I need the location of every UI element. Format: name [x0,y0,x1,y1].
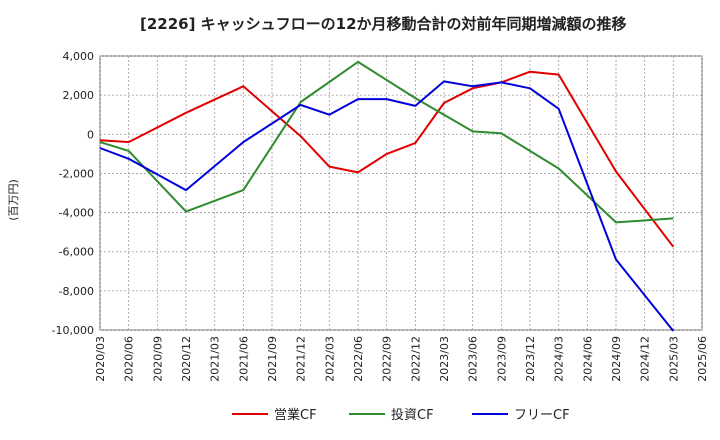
x-tick-label: 2020/06 [123,336,136,382]
x-axis-ticks: 2020/03 2020/06 2020/09 2020/12 2021/03 2021/… [94,336,709,382]
series-line-3 [99,80,675,332]
x-tick-label: 2020/09 [151,336,164,382]
plot-area [99,55,703,331]
legend-label-1: 営業CF [274,407,317,423]
y-tick-label: 0 [87,128,94,141]
series-lines [99,60,675,332]
x-tick-label: 2025/06 [696,336,709,382]
series-line-2 [99,60,674,224]
x-tick-label: 2022/06 [352,336,365,382]
x-tick-label: 2021/09 [266,336,279,382]
y-tick-label: 4,000 [63,50,95,63]
x-tick-label: 2023/12 [524,336,537,382]
x-tick-label: 2022/12 [409,336,422,382]
y-tick-label: 2,000 [63,89,95,102]
x-tick-label: 2021/03 [209,336,222,382]
x-tick-label: 2020/03 [94,336,107,382]
x-tick-label: 2024/09 [610,336,623,382]
chart-title: [2226] キャッシュフローの12か月移動合計の対前年同期増減額の推移 [140,15,627,33]
x-tick-label: 2021/12 [295,336,308,382]
y-tick-label: -10,000 [52,324,94,337]
x-tick-label: 2022/09 [381,336,394,382]
x-tick-label: 2022/03 [323,336,336,382]
x-tick-label: 2023/06 [467,336,480,382]
x-tick-label: 2020/12 [180,336,193,382]
x-tick-label: 2024/03 [553,336,566,382]
x-tick-label: 2024/06 [581,336,594,382]
x-tick-label: 2024/12 [639,336,652,382]
y-tick-label: -6,000 [59,246,94,259]
x-tick-label: 2023/03 [438,336,451,382]
y-tick-label: -4,000 [59,207,94,220]
grid [99,55,703,331]
y-tick-label: -2,000 [59,167,94,180]
legend-label-2: 投資CF [391,407,434,423]
y-axis-ticks: 4,000 2,000 0 -2,000 -4,000 -6,000 -8,000 -10,0… [52,50,94,337]
x-tick-label: 2025/03 [667,336,680,382]
y-axis-label: (百万円) [7,179,20,221]
x-tick-label: 2023/09 [495,336,508,382]
y-tick-label: -8,000 [59,285,94,298]
legend-label-3: フリーCF [514,408,570,423]
series-line-1 [99,70,675,248]
x-tick-label: 2021/06 [237,336,250,382]
legend: 営業CF 投資CF フリーCF [232,407,570,423]
